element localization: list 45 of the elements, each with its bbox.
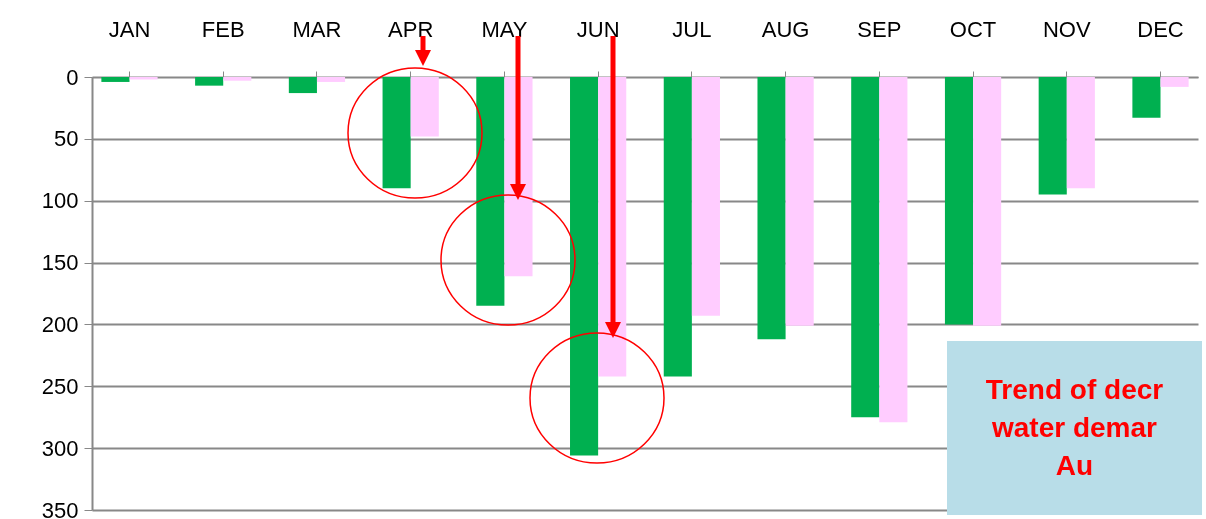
- bar: [973, 77, 1002, 326]
- bar: [1038, 77, 1067, 195]
- x-tick-label: SEP: [857, 16, 902, 42]
- x-tick-label: JUL: [672, 16, 712, 42]
- x-tick-label: MAR: [292, 16, 342, 42]
- y-tick-label: 0: [66, 64, 79, 90]
- bar: [410, 77, 439, 137]
- bar: [101, 77, 130, 82]
- annotation: Au: [1054, 448, 1095, 483]
- x-tick-label: APR: [388, 16, 434, 42]
- x-tick-label: AUG: [761, 16, 810, 42]
- bar: [1066, 77, 1095, 189]
- y-tick-label: 350: [41, 497, 79, 519]
- bar: [382, 77, 411, 189]
- x-tick-label: MAY: [481, 16, 528, 42]
- x-tick-label: JUN: [576, 16, 620, 42]
- y-tick-label: 50: [54, 126, 79, 152]
- bar: [570, 77, 599, 456]
- y-tick-label: 150: [41, 250, 79, 276]
- bar: [663, 77, 692, 377]
- y-tick-label: 200: [41, 311, 79, 337]
- bar: [944, 77, 974, 325]
- bar: [1160, 77, 1189, 87]
- bar: [195, 77, 224, 86]
- x-tick-label: OCT: [949, 16, 997, 42]
- y-tick-label: 100: [41, 188, 79, 214]
- bar: [851, 77, 880, 418]
- y-tick-label: 300: [41, 435, 79, 461]
- x-tick-label: FEB: [201, 16, 245, 42]
- bar: [476, 77, 505, 306]
- annotation: Trend of decr: [984, 373, 1165, 408]
- bar: [785, 77, 814, 326]
- annotation: water demar: [991, 411, 1158, 446]
- text-box: Trend of decr water demar Au: [947, 341, 1202, 515]
- bar: [879, 77, 908, 423]
- bar: [223, 77, 252, 81]
- bar: [757, 77, 786, 340]
- bar: [316, 77, 346, 82]
- bar: [1132, 77, 1161, 118]
- y-tick-label: 250: [41, 373, 79, 399]
- x-tick-label: DEC: [1137, 16, 1184, 42]
- bar: [691, 77, 720, 316]
- x-tick-label: NOV: [1042, 16, 1091, 42]
- x-tick-label: JAN: [108, 16, 151, 42]
- bar: [288, 77, 317, 94]
